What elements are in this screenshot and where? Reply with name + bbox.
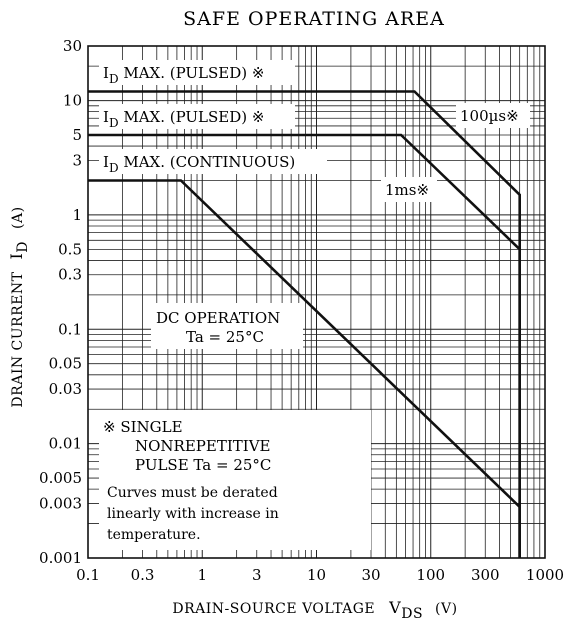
y-tick-label: 0.005 xyxy=(39,469,82,487)
note-derated-2: linearly with increase in xyxy=(107,506,279,522)
annotation-bg xyxy=(99,60,295,85)
x-tick-label: 1000 xyxy=(526,566,564,584)
note-derated-1: Curves must be derated xyxy=(107,485,278,501)
y-tick-label: 3 xyxy=(72,151,82,169)
annotation-bg xyxy=(381,177,437,202)
x-tick-label: 0.3 xyxy=(131,566,155,584)
annotation-bg xyxy=(99,410,371,550)
y-tick-label: 1 xyxy=(72,206,82,224)
y-tick-label: 0.05 xyxy=(49,355,82,373)
y-axis-label: DRAIN CURRENTID(A) xyxy=(7,206,31,407)
x-tick-label: 300 xyxy=(471,566,500,584)
annotation-bg xyxy=(99,149,327,174)
soa-curves xyxy=(88,90,522,558)
y-tick-label: 0.003 xyxy=(39,494,82,512)
annotation-id-max-pulsed-2: ID MAX. (PULSED) ※ xyxy=(103,108,264,130)
y-tick-label: 0.001 xyxy=(39,549,82,567)
plot-frame xyxy=(87,45,546,559)
y-tick-labels: 0.001 0.003 0.005 0.01 0.03 0.05 0.1 0.3 0.5 1 3 5 1… xyxy=(39,37,82,567)
y-tick-label: 0.03 xyxy=(49,380,82,398)
note-pulse-temp: PULSE Ta = 25°C xyxy=(135,456,271,474)
annotation-id-max-continuous: ID MAX. (CONTINUOUS) xyxy=(103,153,295,175)
y-tick-label: 0.01 xyxy=(49,435,82,453)
annotation-bg xyxy=(99,104,295,129)
chart-title: SAFE OPERATING AREA xyxy=(183,8,445,30)
curve-1ms xyxy=(88,133,522,558)
x-tick-label: 100 xyxy=(416,566,445,584)
y-tick-label: 0.1 xyxy=(58,320,82,338)
x-tick-label: 0.1 xyxy=(76,566,100,584)
x-tick-label: 1 xyxy=(197,566,207,584)
y-tick-label: 0.5 xyxy=(58,240,82,258)
annotation-1ms: 1ms※ xyxy=(385,181,429,199)
y-tick-label: 5 xyxy=(72,126,82,144)
x-tick-label: 30 xyxy=(361,566,380,584)
y-tick-label: 10 xyxy=(63,92,82,110)
annotation-id-max-pulsed-1: ID MAX. (PULSED) ※ xyxy=(103,64,264,86)
x-tick-label: 10 xyxy=(307,566,326,584)
x-tick-label: 3 xyxy=(252,566,262,584)
y-tick-label: 30 xyxy=(63,37,82,55)
annotation-backgrounds xyxy=(99,60,530,550)
annotation-dc-temp: Ta = 25°C xyxy=(186,328,264,346)
annotation-bg xyxy=(456,103,530,128)
note-nonrepetitive: NONREPETITIVE xyxy=(135,437,270,455)
note-derated-3: temperature. xyxy=(107,527,201,543)
x-axis-label: DRAIN-SOURCE VOLTAGE VDS (V) xyxy=(172,598,457,622)
annotation-dc-operation: DC OPERATION xyxy=(156,309,280,327)
note-single: ※ SINGLE xyxy=(103,418,183,436)
curve-dc xyxy=(88,179,522,558)
x-tick-labels: 0.1 0.3 1 3 10 30 100 300 1000 xyxy=(76,566,564,584)
annotation-100us: 100µs※ xyxy=(460,107,519,125)
annotation-bg xyxy=(151,303,303,349)
y-tick-label: 0.3 xyxy=(58,266,82,284)
